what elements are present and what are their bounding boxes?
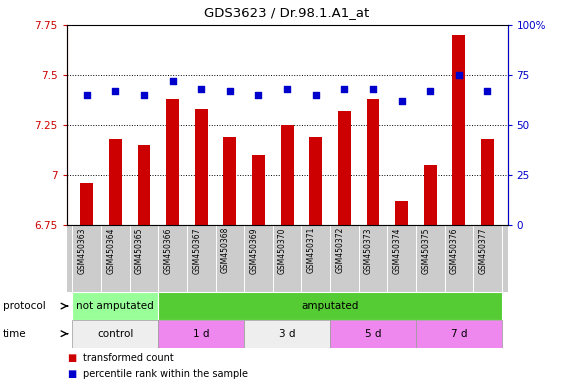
Bar: [223, 137, 236, 225]
Text: GSM450364: GSM450364: [106, 227, 115, 273]
Text: ■: ■: [67, 369, 76, 379]
Point: [82, 92, 92, 98]
Point: [254, 92, 263, 98]
Text: amputated: amputated: [302, 301, 358, 311]
Text: GSM450367: GSM450367: [192, 227, 201, 273]
Text: 3 d: 3 d: [279, 329, 295, 339]
Text: time: time: [3, 329, 27, 339]
Text: GSM450371: GSM450371: [307, 227, 316, 273]
Text: not amputated: not amputated: [77, 301, 154, 311]
Text: GSM450363: GSM450363: [78, 227, 87, 273]
Text: GSM450372: GSM450372: [335, 227, 345, 273]
Bar: [244, 320, 330, 348]
Bar: [452, 35, 465, 225]
Text: GSM450369: GSM450369: [249, 227, 259, 273]
Text: GSM450365: GSM450365: [135, 227, 144, 273]
Point: [368, 86, 378, 92]
Text: 1 d: 1 d: [193, 329, 209, 339]
Bar: [195, 109, 208, 225]
Point: [311, 92, 320, 98]
Text: GSM450374: GSM450374: [393, 227, 401, 273]
Bar: [109, 139, 122, 225]
Bar: [481, 139, 494, 225]
Text: GSM450373: GSM450373: [364, 227, 373, 273]
Bar: [338, 111, 351, 225]
Point: [111, 88, 120, 94]
Point: [168, 78, 177, 84]
Bar: [166, 99, 179, 225]
Point: [426, 88, 435, 94]
Point: [225, 88, 234, 94]
Text: GSM450377: GSM450377: [478, 227, 487, 273]
Point: [282, 86, 292, 92]
Bar: [80, 183, 93, 225]
Text: GSM450375: GSM450375: [421, 227, 430, 273]
Text: GDS3623 / Dr.98.1.A1_at: GDS3623 / Dr.98.1.A1_at: [205, 6, 369, 19]
Bar: [395, 201, 408, 225]
Point: [340, 86, 349, 92]
Bar: [72, 320, 158, 348]
Text: GSM450366: GSM450366: [164, 227, 173, 273]
Text: 7 d: 7 d: [451, 329, 467, 339]
Text: GSM450376: GSM450376: [450, 227, 459, 273]
Bar: [72, 292, 158, 320]
Text: percentile rank within the sample: percentile rank within the sample: [83, 369, 248, 379]
Point: [397, 98, 406, 104]
Bar: [367, 99, 379, 225]
Text: GSM450370: GSM450370: [278, 227, 287, 273]
Bar: [137, 145, 150, 225]
Bar: [281, 125, 293, 225]
Bar: [158, 320, 244, 348]
Text: GSM450368: GSM450368: [221, 227, 230, 273]
Point: [454, 72, 463, 78]
Point: [197, 86, 206, 92]
Text: ■: ■: [67, 353, 76, 363]
Text: control: control: [97, 329, 133, 339]
Point: [483, 88, 492, 94]
Text: 5 d: 5 d: [365, 329, 381, 339]
Bar: [330, 320, 416, 348]
Bar: [424, 165, 437, 225]
Bar: [252, 155, 265, 225]
Bar: [309, 137, 322, 225]
Point: [139, 92, 148, 98]
Bar: [158, 292, 502, 320]
Bar: [416, 320, 502, 348]
Text: transformed count: transformed count: [83, 353, 173, 363]
Text: protocol: protocol: [3, 301, 46, 311]
